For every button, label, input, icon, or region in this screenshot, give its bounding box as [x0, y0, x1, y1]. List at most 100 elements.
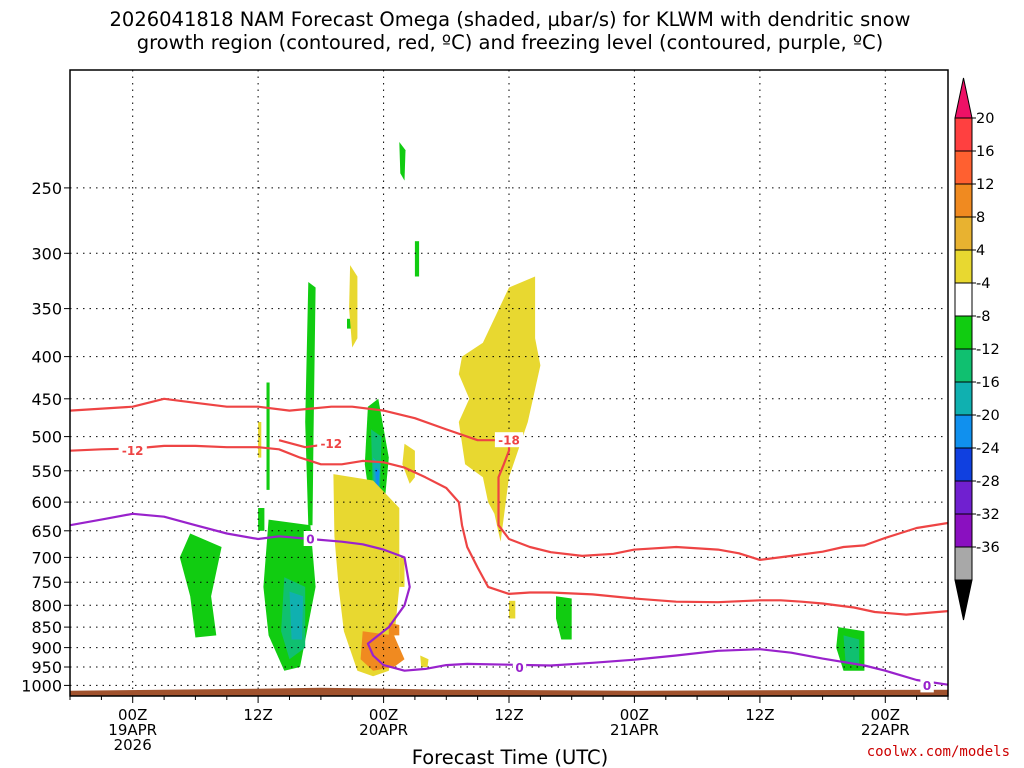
plot-area: -18 -12 -12 0 0 0: [69, 69, 949, 697]
y-tick-label-250: 250: [31, 179, 62, 198]
colorbar-label-5: -4: [976, 276, 990, 292]
omega-region-13: [843, 635, 860, 664]
omega-shading-layer: [179, 142, 865, 677]
colorbar-band-5: [954, 282, 973, 317]
y-tick-label-900: 900: [31, 639, 62, 658]
red-contour-label-1: -12: [122, 444, 144, 458]
x-tick-label-24-1: 00Z: [369, 706, 398, 724]
colorbar-band-0: [954, 117, 973, 152]
x-tick-label-0-1: 00Z: [118, 706, 147, 724]
red-contour-label-0-bg: [494, 432, 524, 448]
freezing-level-label-2-bg: [920, 677, 934, 693]
chart-title-line-2: growth region (contoured, red, ºC) and f…: [137, 31, 884, 54]
x-tick-label-12-1: 12Z: [243, 706, 272, 724]
colorbar-label-1: 16: [976, 144, 994, 160]
contour-label-layer: -18 -12 -12 0 0 0: [118, 432, 934, 693]
x-tick-label-48-1: 00Z: [620, 706, 649, 724]
omega-region-4: [258, 508, 265, 531]
x-tick-label-72-1: 00Z: [871, 706, 900, 724]
freezing-level-label-1: 0: [515, 661, 523, 675]
freezing-level-label-1-bg: [512, 659, 527, 675]
y-tick-label-300: 300: [31, 244, 62, 263]
chart-title-line-1: 2026041818 NAM Forecast Omega (shaded, µ…: [110, 8, 911, 31]
colorbar-top-arrow: [954, 77, 973, 119]
x-tick-label-0-2: 19APR: [108, 721, 157, 739]
colorbar-band-12: [954, 513, 973, 548]
colorbar-label-9: -20: [976, 408, 1000, 424]
y-tick-label-1000: 1000: [21, 676, 62, 695]
omega-region-6: [399, 142, 406, 181]
y-tick-label-650: 650: [31, 522, 62, 541]
colorbar-label-0: 20: [976, 111, 994, 127]
omega-region-24: [509, 600, 516, 619]
colorbar-label-4: 4: [976, 243, 985, 259]
freezing-level-label-2: 0: [923, 679, 931, 693]
y-axis: 250 300 350 400 450 500 550 600 650 700 750 800 850 9…: [21, 179, 70, 695]
y-tick-label-800: 800: [31, 596, 62, 615]
colorbar-label-7: -12: [976, 342, 1000, 358]
red-contour-label-2-bg: [317, 435, 346, 451]
freezing-level-label-0: 0: [306, 533, 314, 547]
colorbar-band-11: [954, 480, 973, 515]
x-tick-label-48-2: 21APR: [610, 721, 659, 739]
colorbar-label-10: -24: [976, 441, 1000, 457]
y-tick-label-950: 950: [31, 658, 62, 677]
y-tick-label-350: 350: [31, 300, 62, 319]
freezing-level-label-0-bg: [303, 531, 318, 546]
colorbar-band-3: [954, 216, 973, 251]
y-tick-label-400: 400: [31, 348, 62, 367]
colorbar-band-8: [954, 381, 973, 416]
omega-region-20: [402, 443, 415, 484]
y-tick-label-700: 700: [31, 548, 62, 567]
colorbar-label-12: -32: [976, 507, 1000, 523]
omega-region-19: [349, 265, 358, 348]
colorbar-label-2: 12: [976, 177, 994, 193]
omega-region-0: [179, 533, 222, 638]
omega-region-2: [305, 282, 316, 526]
omega-region-9: [556, 596, 572, 640]
chart-title: 2026041818 NAM Forecast Omega (shaded, µ…: [110, 8, 911, 54]
colorbar-band-13: [954, 546, 973, 581]
colorbar-label-13: -36: [976, 540, 1000, 556]
red-contour--18-0: [70, 397, 948, 561]
omega-region-22: [420, 655, 429, 667]
x-tick-label-60-1: 12Z: [745, 706, 774, 724]
omega-region-21: [399, 557, 405, 587]
omega-region-17: [458, 276, 541, 542]
x-tick-label-72-2: 22APR: [861, 721, 910, 739]
colorbar-label-6: -8: [976, 309, 990, 325]
omega-region-7: [414, 241, 420, 277]
grid-layer: [70, 70, 948, 696]
omega-region-14: [289, 591, 304, 640]
red-contour-label-1-bg: [118, 442, 147, 458]
omega-region-5: [266, 382, 270, 490]
y-tick-label-550: 550: [31, 462, 62, 481]
omega-region-26: [388, 622, 400, 636]
y-tick-label-750: 750: [31, 573, 62, 592]
colorbar-band-4: [954, 249, 973, 284]
red-contour-label-0: -18: [498, 434, 520, 448]
red-contour--12-1: [70, 444, 948, 616]
y-tick-label-500: 500: [31, 428, 62, 447]
colorbar-legend: 20 16 12 8 4 -4 -8 -12 -16 -20 -24 -28 -32 -36: [954, 77, 1000, 621]
colorbar-bottom-arrow: [954, 579, 973, 621]
red-contour-label-2: -12: [320, 437, 342, 451]
colorbar-band-2: [954, 183, 973, 218]
y-tick-label-450: 450: [31, 390, 62, 409]
omega-region-18: [333, 474, 400, 677]
x-axis-label: Forecast Time (UTC): [412, 746, 609, 768]
colorbar-band-7: [954, 348, 973, 383]
colorbar-label-8: -16: [976, 375, 1000, 391]
x-tick-label-36-1: 12Z: [494, 706, 523, 724]
terrain-layer: [70, 687, 948, 696]
y-tick-label-600: 600: [31, 493, 62, 512]
colorbar-band-6: [954, 315, 973, 350]
terrain-ground: [70, 687, 948, 696]
colorbar-band-9: [954, 414, 973, 449]
credit-text: coolwx.com/models: [867, 744, 1010, 760]
colorbar-band-1: [954, 150, 973, 185]
colorbar-label-11: -28: [976, 474, 1000, 490]
x-tick-label-0-3: 2026: [114, 736, 152, 754]
